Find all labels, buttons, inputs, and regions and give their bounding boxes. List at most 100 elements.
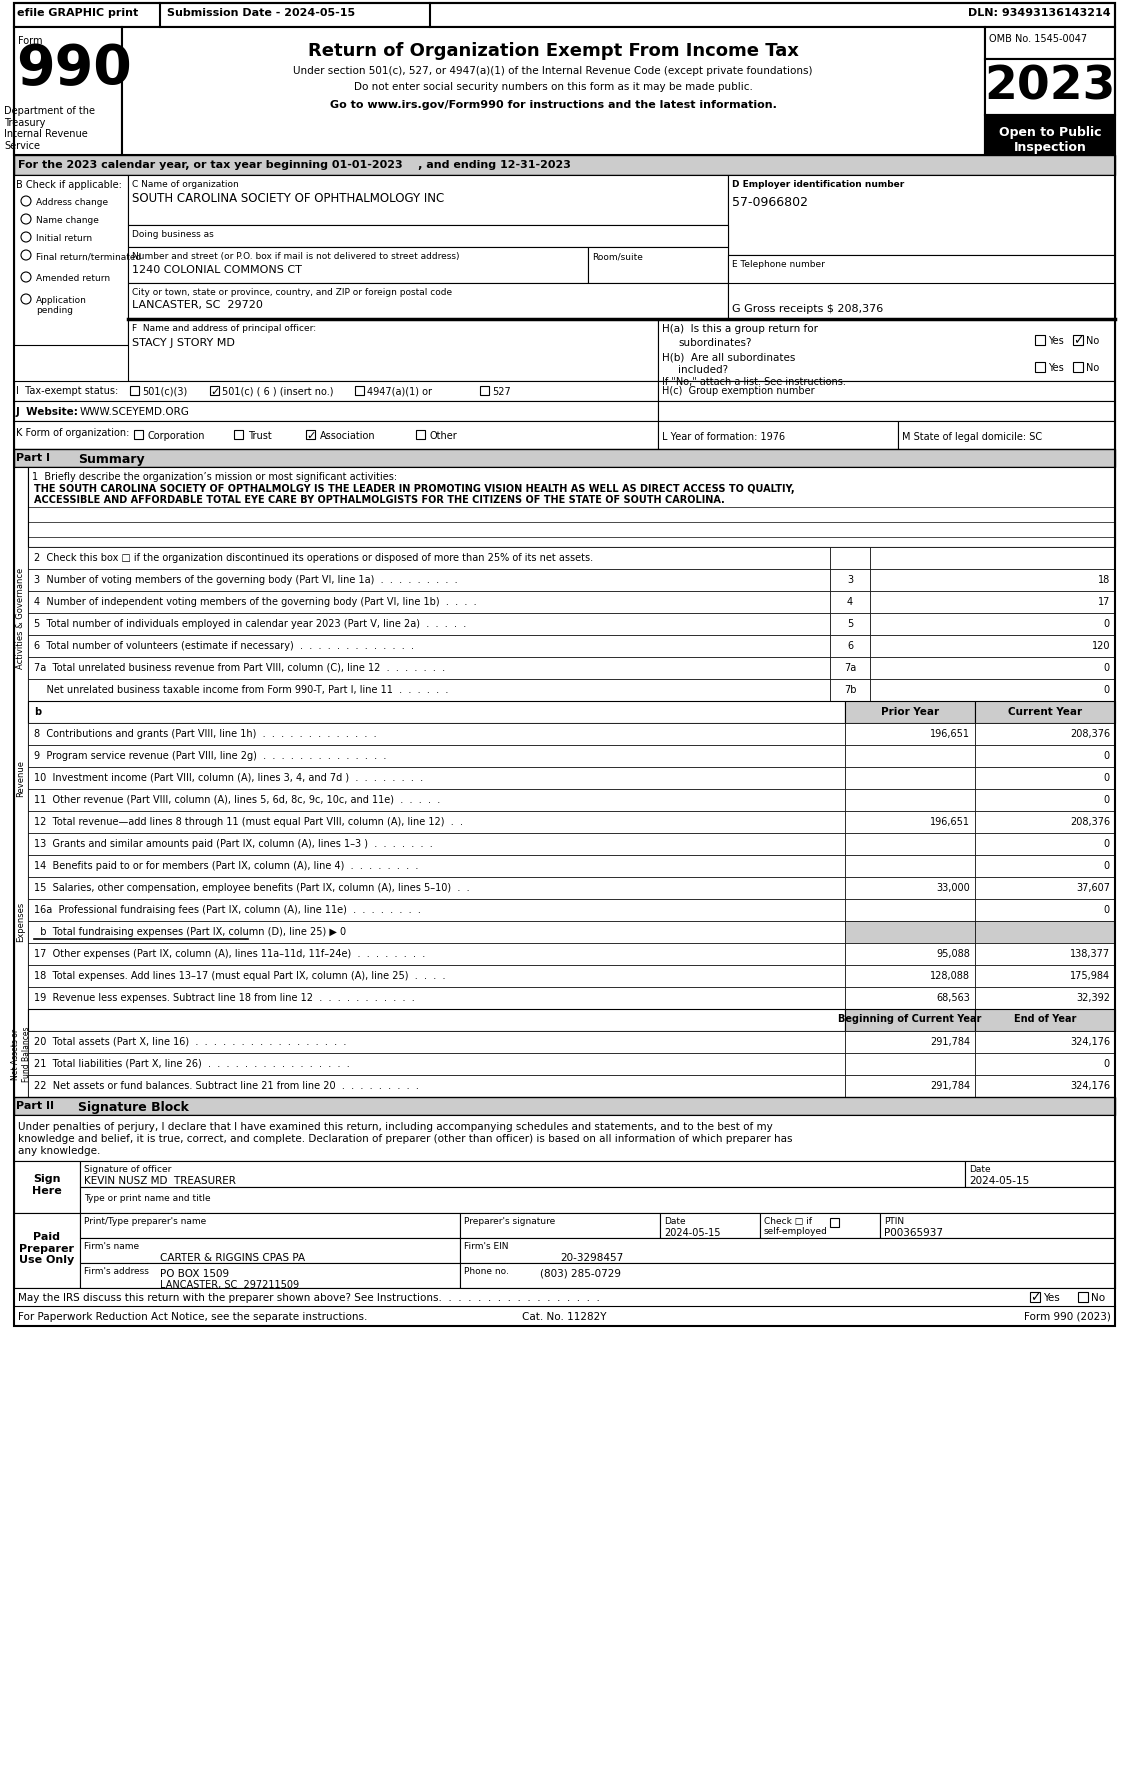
Text: Net unrelated business taxable income from Form 990-T, Part I, line 11  .  .  . : Net unrelated business taxable income fr… xyxy=(34,684,448,695)
Bar xyxy=(975,921,1115,943)
Text: Corporation: Corporation xyxy=(148,431,205,440)
Text: 21  Total liabilities (Part X, line 26)  .  .  .  .  .  .  .  .  .  .  .  .  .  : 21 Total liabilities (Part X, line 26) .… xyxy=(34,1059,350,1069)
Bar xyxy=(14,176,128,346)
Bar xyxy=(830,1219,839,1228)
Bar xyxy=(844,834,975,855)
Text: 18  Total expenses. Add lines 13–17 (must equal Part IX, column (A), line 25)  .: 18 Total expenses. Add lines 13–17 (must… xyxy=(34,971,446,980)
Bar xyxy=(28,1009,844,1032)
Text: (803) 285-0729: (803) 285-0729 xyxy=(540,1269,621,1278)
Bar xyxy=(844,877,975,900)
Bar xyxy=(28,1075,844,1098)
Text: Yes: Yes xyxy=(1048,364,1064,372)
Bar xyxy=(130,387,139,396)
Text: Phone no.: Phone no. xyxy=(464,1267,509,1276)
Text: knowledge and belief, it is true, correct, and complete. Declaration of preparer: knowledge and belief, it is true, correc… xyxy=(18,1133,793,1144)
Text: 20  Total assets (Part X, line 16)  .  .  .  .  .  .  .  .  .  .  .  .  .  .  . : 20 Total assets (Part X, line 16) . . . … xyxy=(34,1037,347,1046)
Text: 4947(a)(1) or: 4947(a)(1) or xyxy=(367,387,432,397)
Text: 95,088: 95,088 xyxy=(936,948,970,959)
Bar xyxy=(830,679,870,702)
Bar xyxy=(844,921,975,943)
Bar xyxy=(898,422,1115,449)
Text: H(a)  Is this a group return for: H(a) Is this a group return for xyxy=(662,324,819,333)
Bar xyxy=(975,723,1115,745)
Bar xyxy=(870,592,1115,613)
Text: 68,563: 68,563 xyxy=(936,993,970,1003)
Bar xyxy=(844,943,975,966)
Text: 4  Number of independent voting members of the governing body (Part VI, line 1b): 4 Number of independent voting members o… xyxy=(34,597,476,606)
Text: 12  Total revenue—add lines 8 through 11 (must equal Part VIII, column (A), line: 12 Total revenue—add lines 8 through 11 … xyxy=(34,816,463,827)
Bar xyxy=(134,431,143,440)
Bar xyxy=(975,768,1115,789)
Bar xyxy=(80,1238,460,1263)
Bar xyxy=(984,61,1115,116)
Bar xyxy=(844,900,975,921)
Text: 14  Benefits paid to or for members (Part IX, column (A), line 4)  .  .  .  .  .: 14 Benefits paid to or for members (Part… xyxy=(34,861,419,871)
Text: Prior Year: Prior Year xyxy=(881,707,939,716)
Text: Firm's address: Firm's address xyxy=(84,1267,149,1276)
Text: M State of legal domicile: SC: M State of legal domicile: SC xyxy=(902,431,1042,442)
Text: Current Year: Current Year xyxy=(1008,707,1082,716)
Bar xyxy=(128,319,658,381)
Bar xyxy=(844,987,975,1009)
Text: 0: 0 xyxy=(1104,618,1110,629)
Text: E Telephone number: E Telephone number xyxy=(732,260,825,269)
Bar xyxy=(1030,1292,1040,1303)
Bar xyxy=(975,966,1115,987)
Text: Application
pending: Application pending xyxy=(36,296,87,315)
Text: Activities & Governance: Activities & Governance xyxy=(17,567,26,668)
Text: efile GRAPHIC print: efile GRAPHIC print xyxy=(17,7,138,18)
Text: Name change: Name change xyxy=(36,216,99,225)
Bar xyxy=(28,855,844,877)
Bar xyxy=(975,943,1115,966)
Bar xyxy=(28,987,844,1009)
Bar xyxy=(830,592,870,613)
Bar xyxy=(28,900,844,921)
Text: 0: 0 xyxy=(1104,839,1110,848)
Text: 0: 0 xyxy=(1104,684,1110,695)
Bar xyxy=(14,1098,1115,1116)
Text: KEVIN NUSZ MD  TREASURER: KEVIN NUSZ MD TREASURER xyxy=(84,1176,236,1185)
Text: If "No," attach a list. See instructions.: If "No," attach a list. See instructions… xyxy=(662,376,846,387)
Bar xyxy=(844,789,975,811)
Bar xyxy=(210,387,219,396)
Bar xyxy=(14,1288,1115,1306)
Bar xyxy=(658,381,1115,401)
Text: 0: 0 xyxy=(1104,861,1110,871)
Text: 15  Salaries, other compensation, employee benefits (Part IX, column (A), lines : 15 Salaries, other compensation, employe… xyxy=(34,882,470,893)
Text: CARTER & RIGGINS CPAS PA: CARTER & RIGGINS CPAS PA xyxy=(160,1253,305,1262)
Bar xyxy=(975,1053,1115,1075)
Bar xyxy=(844,966,975,987)
Text: 2024-05-15: 2024-05-15 xyxy=(664,1228,720,1237)
Bar xyxy=(870,679,1115,702)
Bar xyxy=(460,1238,1115,1263)
Text: 19  Revenue less expenses. Subtract line 18 from line 12  .  .  .  .  .  .  .  .: 19 Revenue less expenses. Subtract line … xyxy=(34,993,414,1003)
Bar xyxy=(870,547,1115,570)
Text: ✓: ✓ xyxy=(1073,335,1083,347)
Bar xyxy=(844,1009,975,1032)
Bar xyxy=(830,613,870,636)
Bar xyxy=(306,431,315,440)
Bar xyxy=(415,431,425,440)
Text: No: No xyxy=(1086,335,1100,346)
Bar xyxy=(975,811,1115,834)
Bar xyxy=(28,570,830,592)
Text: Address change: Address change xyxy=(36,198,108,207)
Bar xyxy=(844,768,975,789)
Bar xyxy=(975,1032,1115,1053)
Text: 0: 0 xyxy=(1104,795,1110,804)
Text: Beginning of Current Year: Beginning of Current Year xyxy=(839,1014,982,1023)
Text: P00365937: P00365937 xyxy=(884,1228,943,1237)
Text: Summary: Summary xyxy=(78,453,145,465)
Text: Department of the
Treasury
Internal Revenue
Service: Department of the Treasury Internal Reve… xyxy=(5,105,95,151)
Text: J  Website:: J Website: xyxy=(16,406,79,417)
Bar xyxy=(879,1214,1115,1238)
Bar xyxy=(122,29,984,155)
Text: 0: 0 xyxy=(1104,1059,1110,1069)
Bar xyxy=(28,768,844,789)
Text: 7b: 7b xyxy=(843,684,856,695)
Text: I  Tax-exempt status:: I Tax-exempt status: xyxy=(16,385,119,396)
Text: Under penalties of perjury, I declare that I have examined this return, includin: Under penalties of perjury, I declare th… xyxy=(18,1121,772,1132)
Bar xyxy=(480,387,489,396)
Text: C Name of organization: C Name of organization xyxy=(132,180,238,189)
Text: Paid
Preparer
Use Only: Paid Preparer Use Only xyxy=(19,1231,75,1265)
